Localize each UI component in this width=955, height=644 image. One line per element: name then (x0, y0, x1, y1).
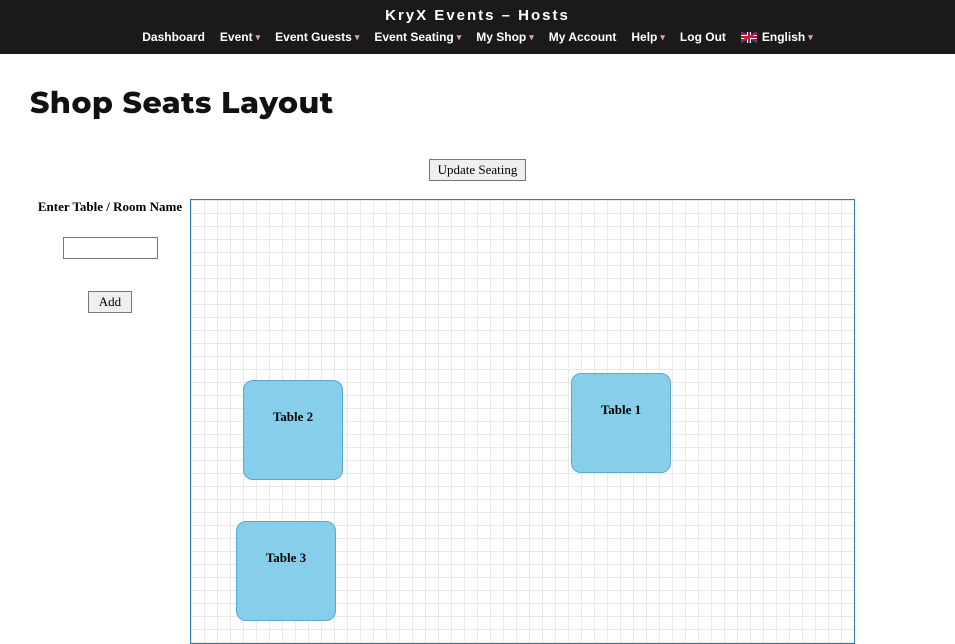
table-name-label: Enter Table / Room Name (30, 199, 190, 215)
table-1[interactable]: Table 1 (571, 373, 671, 473)
nav-label: Event Seating (374, 30, 453, 44)
uk-flag-icon (741, 32, 757, 43)
nav-label: Help (631, 30, 657, 44)
nav-label: My Shop (476, 30, 526, 44)
nav-help[interactable]: Help▾ (631, 30, 665, 44)
add-table-button[interactable]: Add (88, 291, 132, 313)
table-label: Table 1 (601, 402, 641, 418)
nav-event-seating[interactable]: Event Seating ▾ (374, 30, 461, 44)
chevron-down-icon: ▾ (529, 33, 534, 42)
site-title: KryX Events – Hosts (0, 0, 955, 24)
update-button-wrap: Update Seating (0, 159, 955, 181)
nav-language[interactable]: English▾ (741, 30, 813, 44)
chevron-down-icon: ▾ (256, 33, 261, 42)
chevron-down-icon: ▾ (808, 33, 813, 42)
nav-dashboard[interactable]: Dashboard (142, 30, 205, 44)
nav-my-account[interactable]: My Account (549, 30, 617, 44)
table-2[interactable]: Table 2 (243, 380, 343, 480)
workspace: Enter Table / Room Name Add Table 1Table… (0, 199, 955, 644)
nav-label: Event Guests (275, 30, 352, 44)
side-panel: Enter Table / Room Name Add (0, 199, 190, 644)
nav-log-out[interactable]: Log Out (680, 30, 726, 44)
chevron-down-icon: ▾ (457, 33, 462, 42)
chevron-down-icon: ▾ (355, 33, 360, 42)
nav-label: Log Out (680, 30, 726, 44)
main-nav: DashboardEvent▾Event Guests▾Event Seatin… (0, 30, 955, 44)
chevron-down-icon: ▾ (660, 33, 665, 42)
nav-label: English (762, 30, 805, 44)
nav-my-shop[interactable]: My Shop▾ (476, 30, 534, 44)
table-label: Table 2 (273, 409, 313, 425)
nav-label: Event (220, 30, 253, 44)
page-title: Shop Seats Layout (30, 84, 955, 121)
table-name-input[interactable] (63, 237, 158, 259)
nav-label: Dashboard (142, 30, 205, 44)
nav-label: My Account (549, 30, 617, 44)
top-bar: KryX Events – Hosts DashboardEvent▾Event… (0, 0, 955, 54)
table-3[interactable]: Table 3 (236, 521, 336, 621)
nav-event-guests[interactable]: Event Guests▾ (275, 30, 359, 44)
table-label: Table 3 (266, 550, 306, 566)
update-seating-button[interactable]: Update Seating (429, 159, 527, 181)
nav-event[interactable]: Event▾ (220, 30, 260, 44)
seating-canvas[interactable]: Table 1 Table 2 Table 3 (190, 199, 855, 644)
